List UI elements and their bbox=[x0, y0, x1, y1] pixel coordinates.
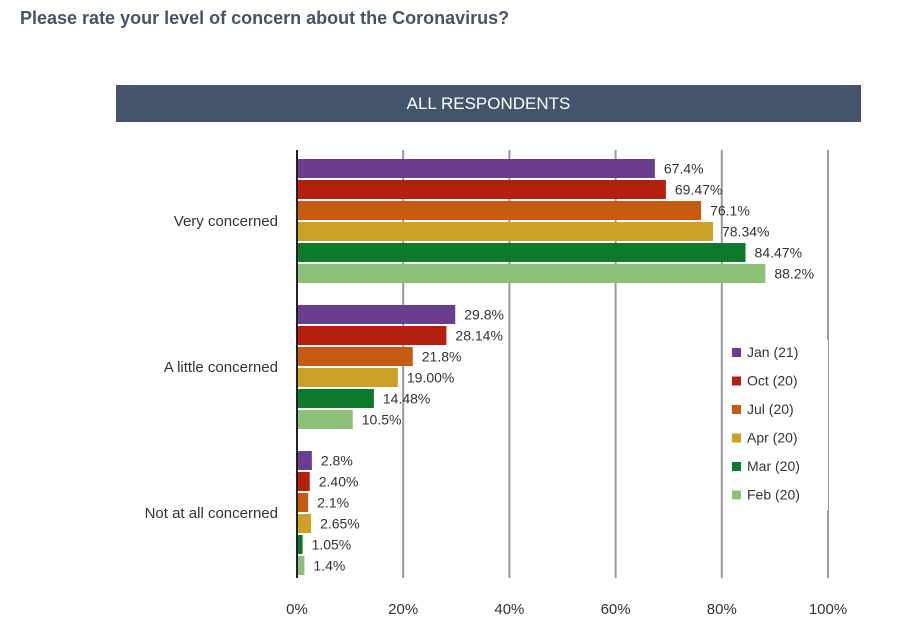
bar bbox=[297, 222, 713, 241]
x-tick-label: 0% bbox=[286, 601, 308, 618]
x-tick-label: 80% bbox=[707, 601, 737, 618]
data-label: 14.48% bbox=[383, 391, 430, 407]
data-label: 1.05% bbox=[312, 537, 352, 553]
data-label: 19.00% bbox=[407, 370, 454, 386]
legend-label: Jul (20) bbox=[747, 401, 794, 417]
data-label: 10.5% bbox=[362, 412, 402, 428]
data-label: 29.8% bbox=[464, 307, 504, 323]
data-label: 84.47% bbox=[755, 245, 802, 261]
data-label: 2.1% bbox=[317, 495, 349, 511]
x-tick-label: 40% bbox=[494, 601, 524, 618]
legend-label: Jan (21) bbox=[747, 344, 798, 360]
bar bbox=[297, 326, 447, 345]
bar bbox=[297, 347, 413, 366]
category-label: A little concerned bbox=[164, 359, 278, 376]
bar bbox=[297, 514, 312, 533]
bar bbox=[297, 556, 305, 575]
category-label: Very concerned bbox=[174, 213, 278, 230]
question-title: Please rate your level of concern about … bbox=[20, 8, 510, 28]
bar bbox=[297, 243, 746, 262]
bar bbox=[297, 159, 655, 178]
data-label: 2.65% bbox=[320, 516, 360, 532]
data-label: 1.4% bbox=[313, 558, 345, 574]
legend-swatch bbox=[732, 462, 741, 471]
legend-swatch bbox=[732, 405, 741, 414]
chart-banner: ALL RESPONDENTS bbox=[116, 85, 861, 122]
legend-label: Mar (20) bbox=[747, 458, 800, 474]
x-tick-label: 100% bbox=[809, 601, 847, 618]
legend-swatch bbox=[732, 490, 741, 500]
legend-box bbox=[724, 340, 828, 510]
data-label: 78.34% bbox=[722, 224, 769, 240]
data-label: 88.2% bbox=[774, 266, 814, 282]
legend-swatch bbox=[732, 348, 741, 357]
bar bbox=[297, 264, 766, 283]
legend-label: Feb (20) bbox=[747, 487, 800, 503]
legend-label: Oct (20) bbox=[747, 373, 798, 389]
bar bbox=[297, 368, 398, 387]
bar bbox=[297, 410, 353, 429]
legend-swatch bbox=[732, 376, 741, 386]
data-label: 76.1% bbox=[710, 203, 750, 219]
data-label: 67.4% bbox=[664, 161, 704, 177]
legend-swatch bbox=[732, 433, 741, 443]
x-tick-label: 60% bbox=[601, 601, 631, 618]
x-tick-label: 20% bbox=[388, 601, 418, 618]
data-label: 2.40% bbox=[319, 474, 359, 490]
bar bbox=[297, 305, 456, 324]
data-label: 69.47% bbox=[675, 182, 722, 198]
bar bbox=[297, 535, 303, 554]
data-label: 21.8% bbox=[422, 349, 462, 365]
bar bbox=[297, 472, 310, 491]
bar bbox=[297, 389, 374, 408]
category-label: Not at all concerned bbox=[145, 505, 278, 522]
bar bbox=[297, 493, 309, 512]
data-label: 28.14% bbox=[455, 328, 502, 344]
bar bbox=[297, 201, 702, 220]
legend-label: Apr (20) bbox=[747, 430, 798, 446]
data-label: 2.8% bbox=[321, 453, 353, 469]
bar bbox=[297, 451, 312, 470]
bar bbox=[297, 180, 666, 199]
